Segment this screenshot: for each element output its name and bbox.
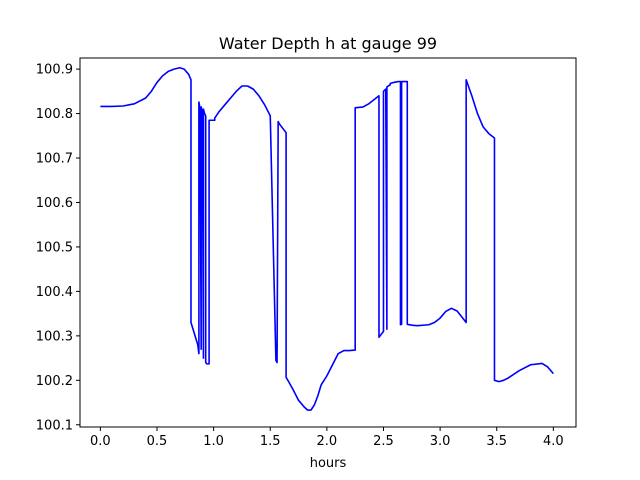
x-tick-label: 0.0 [90,434,111,449]
x-tick-label: 2.5 [373,434,394,449]
y-tick-label: 100.4 [36,285,73,300]
x-tick-label: 1.5 [260,434,281,449]
x-tick-label: 3.0 [430,434,451,449]
plot-area [100,66,554,411]
x-axis-label: hours [310,456,347,471]
x-tick-label: 3.5 [486,434,507,449]
y-tick-label: 100.7 [36,152,73,167]
y-tick-label: 100.2 [36,374,73,389]
x-tick-label: 1.0 [203,434,224,449]
chart-title: Water Depth h at gauge 99 [219,34,437,53]
y-tick-label: 100.3 [36,329,73,344]
axes-frame [79,57,577,428]
y-tick-label: 100.1 [36,418,73,433]
x-axis: 0.0 0.5 1.0 1.5 2.0 2.5 3.0 3.5 4.0 [90,427,564,449]
y-axis: 100.1 100.2 100.3 100.4 100.5 100.6 100.7 100.8… [36,63,80,433]
y-tick-label: 100.9 [36,63,73,78]
x-tick-label: 0.5 [147,434,168,449]
y-tick-label: 100.5 [36,240,73,255]
y-tick-label: 100.8 [36,107,73,122]
series-line-0 [100,66,554,411]
x-tick-label: 4.0 [543,434,564,449]
x-tick-label: 2.0 [317,434,338,449]
y-tick-label: 100.6 [36,196,73,211]
